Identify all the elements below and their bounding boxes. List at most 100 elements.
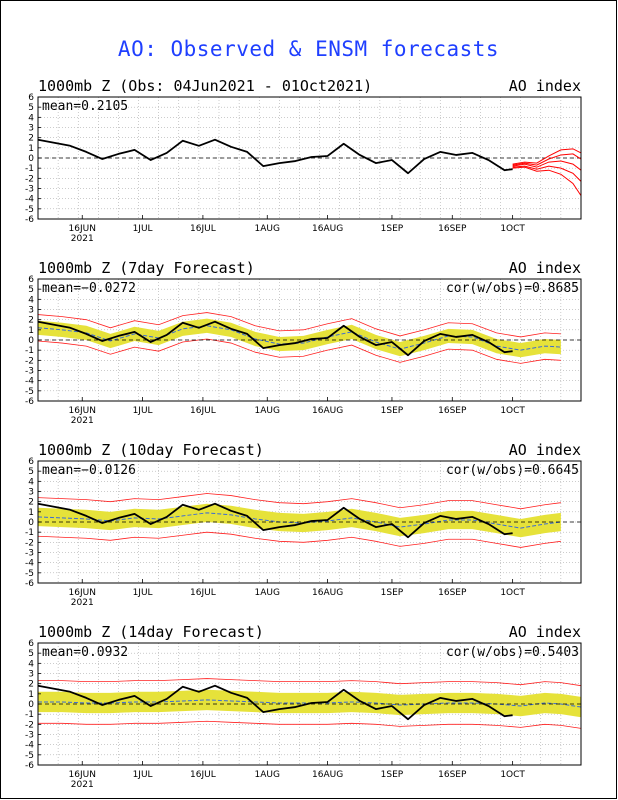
- correlation-label: cor(w/obs)=0.6645: [446, 463, 579, 478]
- x-tick-label: 16JUN: [69, 406, 96, 416]
- y-tick-label: 3: [28, 670, 34, 680]
- y-tick-label: -1: [25, 528, 34, 538]
- x-tick-label: 16SEP: [438, 224, 467, 234]
- y-tick-label: 2: [28, 134, 34, 144]
- x-year-label: 2021: [71, 598, 94, 608]
- y-tick-label: 3: [28, 124, 34, 134]
- x-year-label: 2021: [71, 234, 94, 244]
- panel-index-label: AO index: [509, 259, 581, 277]
- y-tick-label: -2: [25, 720, 34, 730]
- y-tick-label: -3: [25, 731, 34, 741]
- y-tick-label: -2: [25, 174, 34, 184]
- x-tick-label: 1JUL: [133, 588, 153, 598]
- y-tick-label: 2: [28, 316, 34, 326]
- x-tick-label: 1OCT: [500, 588, 525, 598]
- mean-label: mean=−0.0272: [42, 281, 136, 296]
- observed-line: [37, 320, 513, 357]
- y-tick-label: -4: [25, 377, 34, 387]
- y-tick-label: -1: [25, 346, 34, 356]
- figure-title: AO: Observed & ENSM forecasts: [117, 37, 500, 61]
- x-tick-label: 16JUL: [190, 588, 216, 598]
- x-tick-label: 16JUN: [69, 770, 96, 780]
- y-tick-label: -6: [25, 579, 34, 589]
- y-tick-label: -2: [25, 356, 34, 366]
- y-tick-label: -3: [25, 549, 34, 559]
- y-tick-label: 6: [28, 93, 34, 103]
- envelope-lower-line: [37, 338, 561, 364]
- ensemble-member-line: [512, 165, 582, 182]
- y-tick-label: 2: [28, 680, 34, 690]
- observed-line: [37, 502, 513, 539]
- observed-line: [37, 684, 513, 721]
- envelope-lower-line: [38, 720, 582, 729]
- panel-title: 1000mb Z (Obs: 04Jun2021 - 01Oct2021): [38, 77, 372, 95]
- ensemble-member-line: [512, 148, 582, 165]
- mean-label: mean=0.0932: [42, 645, 128, 660]
- x-year-label: 2021: [71, 780, 94, 790]
- x-tick-label: 1AUG: [255, 770, 280, 780]
- x-tick-label: 16JUL: [190, 224, 216, 234]
- y-tick-label: -6: [25, 215, 34, 225]
- x-tick-label: 16SEP: [438, 406, 467, 416]
- x-tick-label: 16AUG: [312, 588, 343, 598]
- y-tick-label: 6: [28, 639, 34, 649]
- y-tick-label: 0: [28, 518, 34, 528]
- y-tick-label: 3: [28, 306, 34, 316]
- x-year-label: 2021: [71, 416, 94, 426]
- x-tick-label: 1JUL: [133, 770, 153, 780]
- x-tick-label: 1OCT: [500, 224, 525, 234]
- y-tick-label: 1: [28, 508, 34, 518]
- envelope-upper-line: [37, 312, 561, 338]
- envelope-upper-line: [38, 678, 582, 687]
- y-tick-label: 0: [28, 700, 34, 710]
- y-tick-label: 6: [28, 275, 34, 285]
- y-tick-label: -3: [25, 367, 34, 377]
- panel-title: 1000mb Z (10day Forecast): [38, 441, 264, 459]
- x-tick-label: 16AUG: [312, 770, 343, 780]
- ensemble-member-line: [512, 166, 582, 196]
- y-tick-label: 1: [28, 144, 34, 154]
- y-tick-label: 6: [28, 457, 34, 467]
- y-tick-label: -5: [25, 205, 34, 215]
- y-tick-label: -4: [25, 195, 34, 205]
- x-tick-label: 1SEP: [381, 588, 404, 598]
- y-tick-label: 5: [28, 649, 34, 659]
- y-tick-label: 1: [28, 326, 34, 336]
- x-tick-label: 16JUN: [69, 224, 96, 234]
- x-tick-label: 16AUG: [312, 224, 343, 234]
- mean-label: mean=0.2105: [42, 99, 128, 114]
- x-tick-label: 16AUG: [312, 406, 343, 416]
- y-tick-label: -2: [25, 538, 34, 548]
- y-tick-label: 5: [28, 103, 34, 113]
- panel-title: 1000mb Z (7day Forecast): [38, 259, 255, 277]
- y-tick-label: -5: [25, 569, 34, 579]
- x-tick-label: 1JUL: [133, 406, 153, 416]
- x-tick-label: 16JUL: [190, 770, 216, 780]
- x-tick-label: 1OCT: [500, 406, 525, 416]
- x-tick-label: 16SEP: [438, 770, 467, 780]
- x-tick-label: 16SEP: [438, 588, 467, 598]
- panel-index-label: AO index: [509, 623, 581, 641]
- x-tick-label: 1AUG: [255, 588, 280, 598]
- envelope-upper-line: [37, 493, 561, 510]
- y-tick-label: -5: [25, 751, 34, 761]
- y-tick-label: -6: [25, 761, 34, 771]
- x-tick-label: 1AUG: [255, 406, 280, 416]
- x-tick-label: 1SEP: [381, 770, 404, 780]
- y-tick-label: 4: [28, 295, 34, 305]
- x-tick-label: 16JUL: [190, 406, 216, 416]
- observed-line: [37, 138, 513, 175]
- y-tick-label: 4: [28, 477, 34, 487]
- correlation-label: cor(w/obs)=0.8685: [446, 281, 579, 296]
- mean-label: mean=−0.0126: [42, 463, 136, 478]
- x-tick-label: 16JUN: [69, 588, 96, 598]
- y-tick-label: 0: [28, 336, 34, 346]
- y-tick-label: 5: [28, 285, 34, 295]
- y-tick-label: -1: [25, 710, 34, 720]
- x-tick-label: 1AUG: [255, 224, 280, 234]
- panel-index-label: AO index: [509, 441, 581, 459]
- y-tick-label: 4: [28, 113, 34, 123]
- y-tick-label: 0: [28, 154, 34, 164]
